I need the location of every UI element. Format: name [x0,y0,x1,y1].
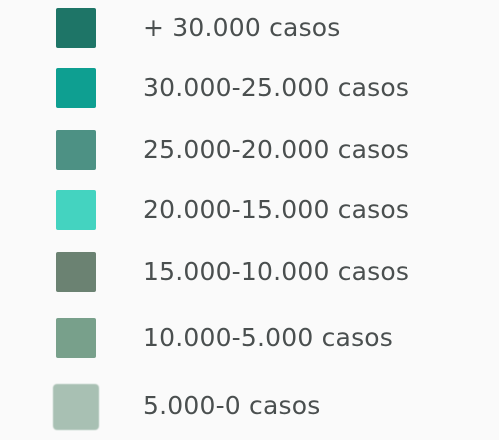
legend-swatch [56,190,96,230]
legend-item: 20.000-15.000 casos [0,190,499,234]
legend-swatch [56,318,96,358]
legend-item: 5.000-0 casos [0,384,499,430]
legend-item: 30.000-25.000 casos [0,68,499,112]
legend-item: 25.000-20.000 casos [0,130,499,174]
legend-swatch [56,252,96,292]
legend-label: 20.000-15.000 casos [143,195,410,224]
legend-swatch [56,8,96,48]
legend-label: 30.000-25.000 casos [143,73,410,102]
legend-swatch [56,130,96,170]
legend-swatch [56,68,96,108]
legend-label: + 30.000 casos [143,13,341,42]
legend-label: 15.000-10.000 casos [143,257,410,286]
legend-label: 10.000-5.000 casos [143,323,394,352]
legend-item: 10.000-5.000 casos [0,318,499,362]
legend-swatch [53,384,99,430]
legend-item: + 30.000 casos [0,8,499,52]
legend-item: 15.000-10.000 casos [0,252,499,296]
legend-label: 25.000-20.000 casos [143,135,410,164]
legend-label: 5.000-0 casos [143,391,321,420]
